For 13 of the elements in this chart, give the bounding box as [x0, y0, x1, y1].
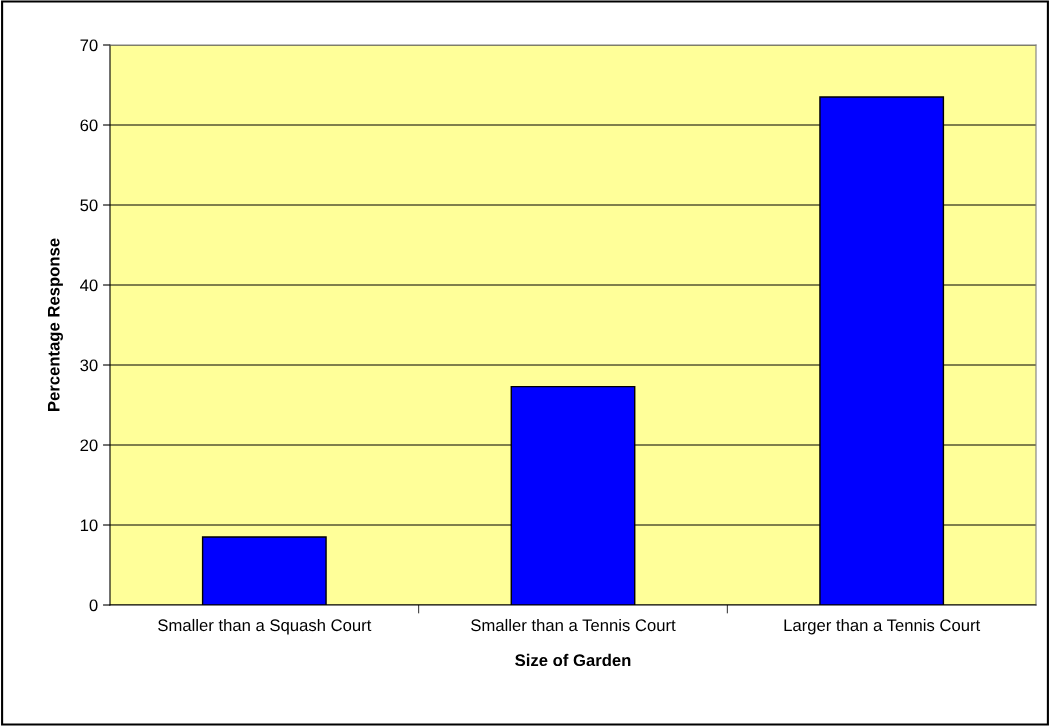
x-tick-label: Larger than a Tennis Court — [784, 618, 981, 635]
y-tick-label: 20 — [80, 439, 98, 452]
x-axis-title: Size of Garden — [515, 653, 631, 667]
y-tick-label: 0 — [89, 599, 98, 612]
y-tick-label: 10 — [80, 519, 98, 532]
y-tick-label: 40 — [80, 279, 98, 292]
y-tick-label: 70 — [80, 39, 98, 52]
y-axis-title: Percentage Response — [47, 238, 63, 411]
x-tick-label: Smaller than a Tennis Court — [471, 618, 676, 632]
x-tick-label: Smaller than a Squash Court — [158, 618, 372, 635]
y-tick-label: 60 — [80, 119, 98, 132]
y-tick-label: 50 — [80, 199, 98, 212]
y-tick-label: 30 — [80, 359, 98, 372]
